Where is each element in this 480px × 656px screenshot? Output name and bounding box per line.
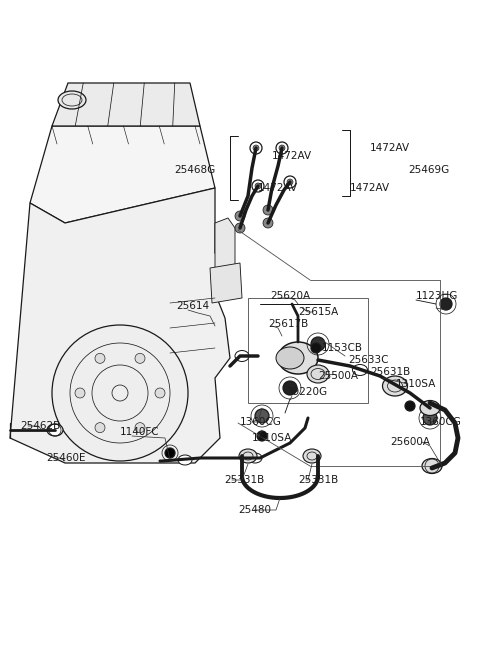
Ellipse shape: [239, 449, 257, 463]
Text: 1472AV: 1472AV: [258, 183, 298, 193]
Text: 25469G: 25469G: [408, 165, 449, 175]
Bar: [248, 298, 368, 403]
Text: 25468G: 25468G: [174, 165, 215, 175]
Ellipse shape: [278, 342, 318, 374]
Circle shape: [405, 401, 415, 411]
Circle shape: [255, 183, 261, 189]
Circle shape: [235, 223, 245, 233]
Circle shape: [52, 325, 188, 461]
Circle shape: [165, 448, 175, 458]
Ellipse shape: [352, 365, 368, 375]
Circle shape: [287, 179, 293, 185]
Circle shape: [276, 142, 288, 154]
Circle shape: [311, 337, 325, 351]
Circle shape: [284, 176, 296, 188]
Text: 39220G: 39220G: [286, 387, 327, 397]
Polygon shape: [10, 188, 230, 463]
Circle shape: [135, 422, 145, 433]
Ellipse shape: [235, 350, 249, 361]
Text: 25331B: 25331B: [224, 475, 264, 485]
Text: 25633C: 25633C: [348, 355, 388, 365]
Text: 1472AV: 1472AV: [350, 183, 390, 193]
Circle shape: [75, 388, 85, 398]
Text: 25631B: 25631B: [370, 367, 410, 377]
Ellipse shape: [307, 365, 329, 383]
Text: 1472AV: 1472AV: [370, 143, 410, 153]
Circle shape: [423, 411, 437, 425]
Circle shape: [252, 180, 264, 192]
Ellipse shape: [47, 424, 63, 436]
Text: 25480: 25480: [238, 505, 271, 515]
Text: 1360CG: 1360CG: [240, 417, 282, 427]
Circle shape: [279, 145, 285, 151]
Circle shape: [250, 142, 262, 154]
Text: 1360CG: 1360CG: [420, 417, 462, 427]
Polygon shape: [215, 218, 235, 293]
Ellipse shape: [303, 449, 321, 463]
Text: 25331B: 25331B: [298, 475, 338, 485]
Circle shape: [255, 409, 269, 423]
Text: 1140FC: 1140FC: [120, 427, 160, 437]
Circle shape: [283, 381, 297, 395]
Circle shape: [263, 205, 273, 215]
Ellipse shape: [248, 453, 262, 463]
Circle shape: [311, 343, 321, 353]
Text: 25615A: 25615A: [298, 307, 338, 317]
Circle shape: [135, 354, 145, 363]
Text: 25600A: 25600A: [390, 437, 430, 447]
Ellipse shape: [422, 459, 442, 474]
Text: 1472AV: 1472AV: [272, 151, 312, 161]
Ellipse shape: [420, 401, 440, 415]
Circle shape: [257, 431, 267, 441]
Ellipse shape: [178, 455, 192, 465]
Ellipse shape: [276, 347, 304, 369]
Text: 25617B: 25617B: [268, 319, 308, 329]
Text: 1310SA: 1310SA: [396, 379, 436, 389]
Circle shape: [253, 145, 259, 151]
Text: 25620A: 25620A: [270, 291, 310, 301]
Circle shape: [95, 422, 105, 433]
Text: 1153CB: 1153CB: [322, 343, 363, 353]
Text: 25460E: 25460E: [46, 453, 85, 463]
Circle shape: [263, 218, 273, 228]
Circle shape: [235, 211, 245, 221]
Text: 25462B: 25462B: [20, 421, 60, 431]
Text: 25614: 25614: [176, 301, 209, 311]
Polygon shape: [30, 126, 215, 223]
Polygon shape: [52, 83, 200, 126]
Text: 1123HG: 1123HG: [416, 291, 458, 301]
Text: 25500A: 25500A: [318, 371, 358, 381]
Ellipse shape: [58, 91, 86, 109]
Polygon shape: [210, 263, 242, 303]
Text: 1310SA: 1310SA: [252, 433, 292, 443]
Circle shape: [95, 354, 105, 363]
Circle shape: [440, 298, 452, 310]
Circle shape: [155, 388, 165, 398]
Ellipse shape: [383, 376, 408, 396]
